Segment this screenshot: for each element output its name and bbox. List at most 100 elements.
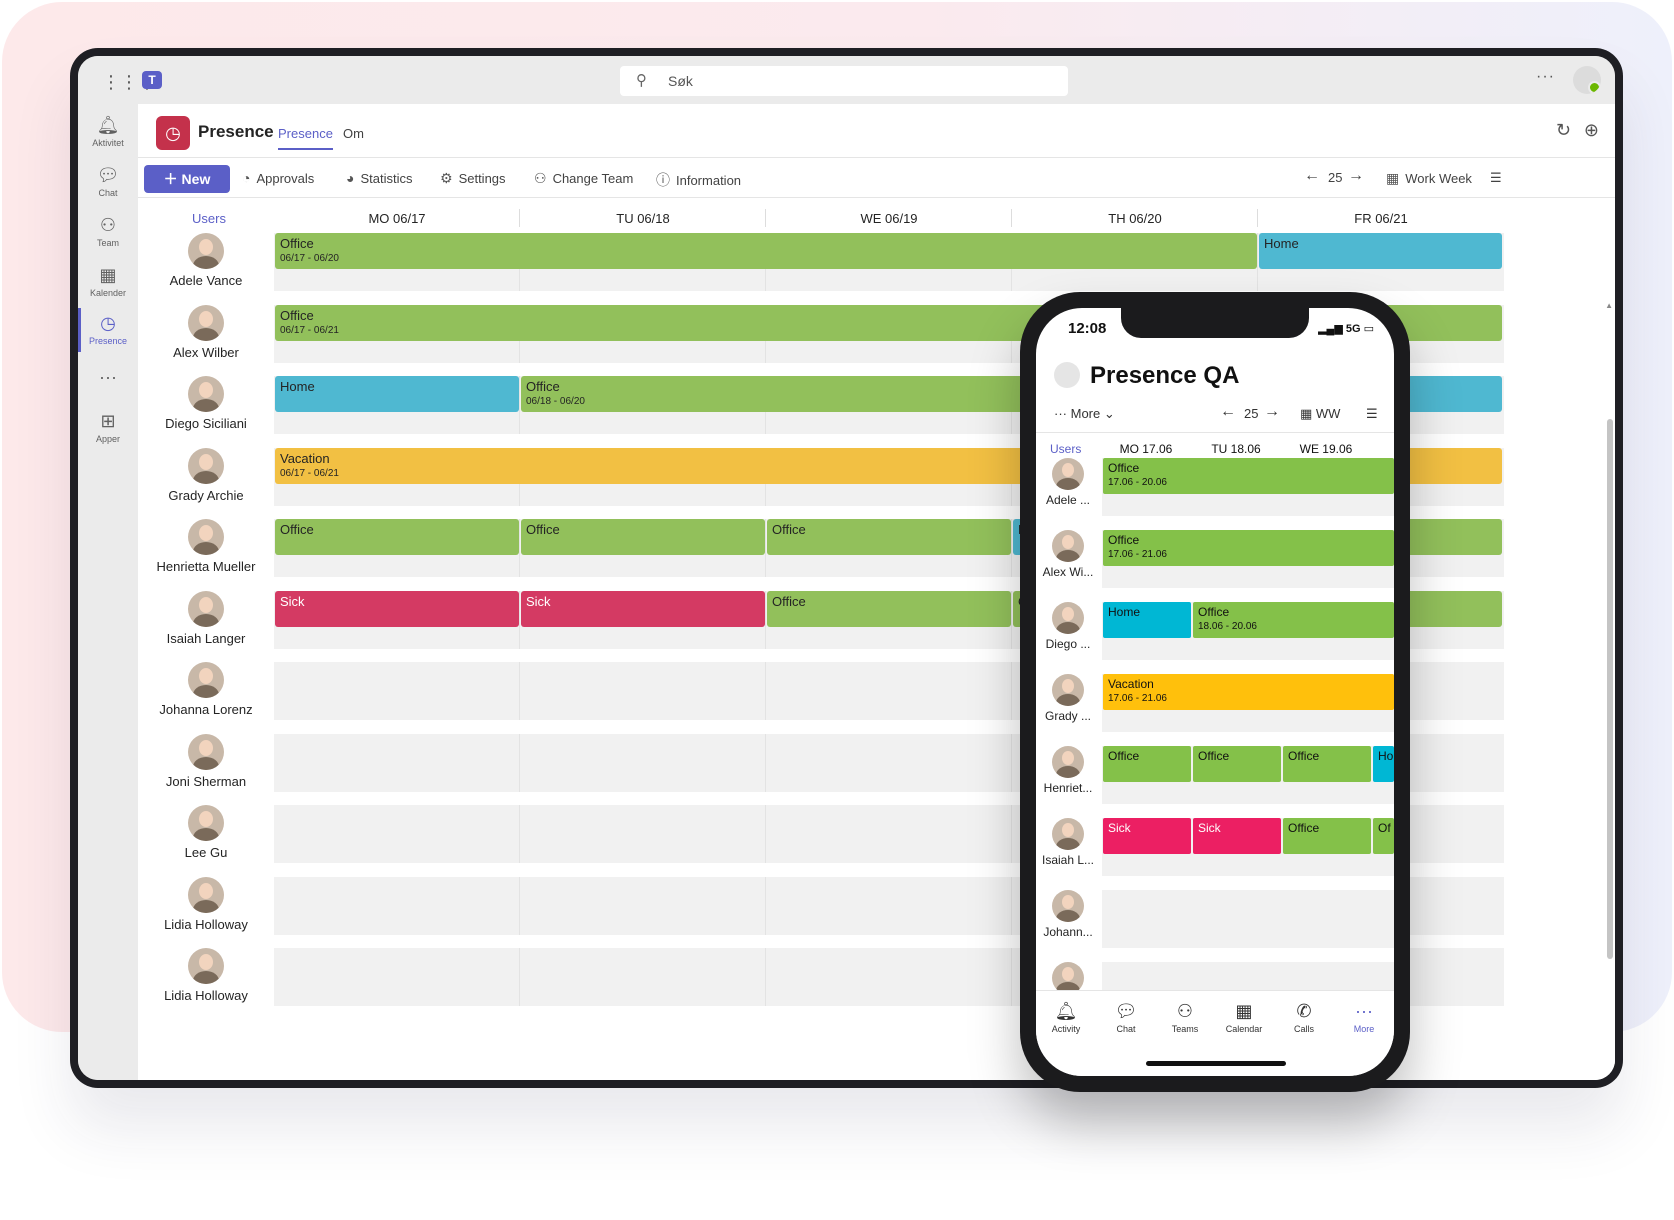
presence-event-sick[interactable]: Sick [1103,818,1191,854]
rail-item-calendar[interactable]: ▦ Kalender [78,264,138,298]
event-title: Sick [526,593,551,609]
approvals-button[interactable]: ◔ Approvals [242,170,315,186]
new-button[interactable]: ＋ New [144,165,230,193]
presence-event-home[interactable]: Home [275,376,519,412]
refresh-icon[interactable]: ↻ [1555,120,1571,140]
user-row-header: Lidia Holloway [138,948,274,1003]
presence-event-office[interactable]: Of [1373,818,1394,854]
more-icon: ··· [1355,1001,1373,1021]
presence-event-office[interactable]: Office [275,519,519,555]
event-title: Office [280,522,314,537]
scrollbar[interactable] [1607,419,1613,959]
avatar [188,376,224,412]
tab-calendar[interactable]: ▦ Calendar [1214,1001,1274,1034]
statistics-button[interactable]: ◕ Statistics [346,170,413,186]
search-box[interactable]: ⚲ Søk [620,66,1068,96]
presence-event-office[interactable]: Office [1283,818,1371,854]
scroll-up-icon[interactable]: ▲ [1605,301,1613,310]
presence-event-home[interactable]: Home [1259,233,1502,269]
presence-event-vacation[interactable]: Vacation 17.06 - 21.06 [1103,674,1394,710]
event-title: Office [1198,749,1230,763]
presence-event-sick[interactable]: Sick [1193,818,1281,854]
rail-item-team[interactable]: ⚇ Team [78,214,138,248]
phone-view-selector[interactable]: ▦ WW [1300,406,1341,421]
presence-event-office[interactable]: Office [767,590,1011,627]
presence-event-office[interactable]: Office [521,519,765,555]
view-selector[interactable]: ▦ Work Week [1386,170,1472,186]
status-time: 12:08 [1068,320,1107,337]
event-title: Ho [1378,749,1394,763]
user-row-header: Grady ... [1036,674,1100,723]
tab-activity[interactable]: 🔔︎ Activity [1036,1001,1096,1034]
avatar [188,304,224,341]
event-title: Office [1288,749,1320,763]
user-name: Isaiah Langer [166,630,246,646]
tab-more[interactable]: ··· More [1334,1001,1394,1034]
presence-event-office[interactable]: Office [1193,746,1281,782]
plus-icon: ＋ [163,171,182,187]
avatar [188,805,224,841]
event-title: Office [280,307,314,323]
avatar [1052,746,1084,778]
presence-event-office[interactable]: Office [767,519,1011,555]
tab-chat[interactable]: 💬︎ Chat [1096,1001,1156,1034]
presence-event-office[interactable]: Office 06/17 - 06/20 [275,233,1257,269]
presence-event-office[interactable]: Office [1283,746,1371,782]
user-name: Lee Gu [184,845,228,860]
event-title: Vacation [280,450,330,466]
user-name: Lidia Holloway [164,916,248,932]
user-row-header: Alex Wi... [1036,530,1100,579]
user-row-header: Adele ... [1036,458,1100,507]
settings-button[interactable]: ⚙ Settings [440,170,506,186]
globe-icon[interactable]: ⊕ [1583,120,1599,140]
presence-logo-icon: ◷ [156,116,190,150]
presence-event-office[interactable]: Office 18.06 - 20.06 [1193,602,1394,638]
prev-week-arrow-icon[interactable]: ← [1304,167,1320,184]
next-week-arrow-icon[interactable]: → [1348,167,1364,184]
change-team-button[interactable]: ⚇ Change Team [534,170,634,186]
more-menu[interactable]: ··· More ⌄ [1054,406,1115,421]
presence-event-office[interactable]: Office 17.06 - 21.06 [1103,530,1394,566]
next-week-arrow-icon[interactable]: → [1264,403,1280,420]
toolbar: ＋ New ◔ Approvals ◕ Statistics ⚙ Settings ⚇… [138,158,1615,198]
rail-item-more[interactable]: ··· [78,366,138,388]
more-icon: ··· [99,367,117,387]
presence-event-home[interactable]: Ho [1373,746,1394,782]
presence-event-office[interactable]: Office 17.06 - 20.06 [1103,458,1394,494]
bell-icon: 🔔︎ [96,115,120,135]
information-button[interactable]: ⓘ Information [656,172,742,188]
search-icon: ⚲ [636,72,647,89]
bell-icon: 🔔︎ [1054,1001,1078,1021]
rail-item-presence[interactable]: ◷ Presence [78,308,138,352]
presence-event-home[interactable]: Home [1103,602,1191,638]
rail-item-apps[interactable]: ⊞ Apper [78,410,138,444]
prev-week-arrow-icon[interactable]: ← [1220,403,1236,420]
presence-event-sick[interactable]: Sick [275,590,519,627]
event-dates: 17.06 - 21.06 [1108,693,1167,704]
user-schedule-row[interactable] [1102,890,1394,948]
user-row-header: Isaiah Langer [138,590,274,646]
tab-teams[interactable]: ⚇ Teams [1155,1001,1215,1034]
filter-icon[interactable]: ☰ [1490,170,1502,185]
presence-event-sick[interactable]: Sick [521,590,765,627]
filter-icon[interactable]: ☰ [1366,406,1378,421]
user-row-header: Henriet... [1036,746,1100,795]
user-name: Alex Wilber [173,344,239,360]
tab-presence[interactable]: Presence [278,126,333,150]
event-dates: 06/18 - 06/20 [526,396,585,407]
event-title: Office [1198,605,1230,619]
event-dates: 17.06 - 20.06 [1108,477,1167,488]
user-avatar[interactable] [1573,66,1601,94]
presence-event-office[interactable]: Office [1103,746,1191,782]
rail-item-chat[interactable]: 💬︎ Chat [78,164,138,198]
avatar [1052,890,1084,922]
event-title: Home [1264,236,1299,251]
tab-about[interactable]: Om [343,126,364,141]
more-options-icon[interactable]: ··· [1536,68,1555,85]
user-name: Lidia Holloway [164,988,248,1003]
plus-box-icon: ⊞ [100,411,116,431]
rail-item-activity[interactable]: 🔔︎ Aktivitet [78,114,138,148]
tab-calls[interactable]: ✆ Calls [1274,1001,1334,1034]
team-icon: ⚇ [534,170,547,186]
avatar [188,876,224,913]
